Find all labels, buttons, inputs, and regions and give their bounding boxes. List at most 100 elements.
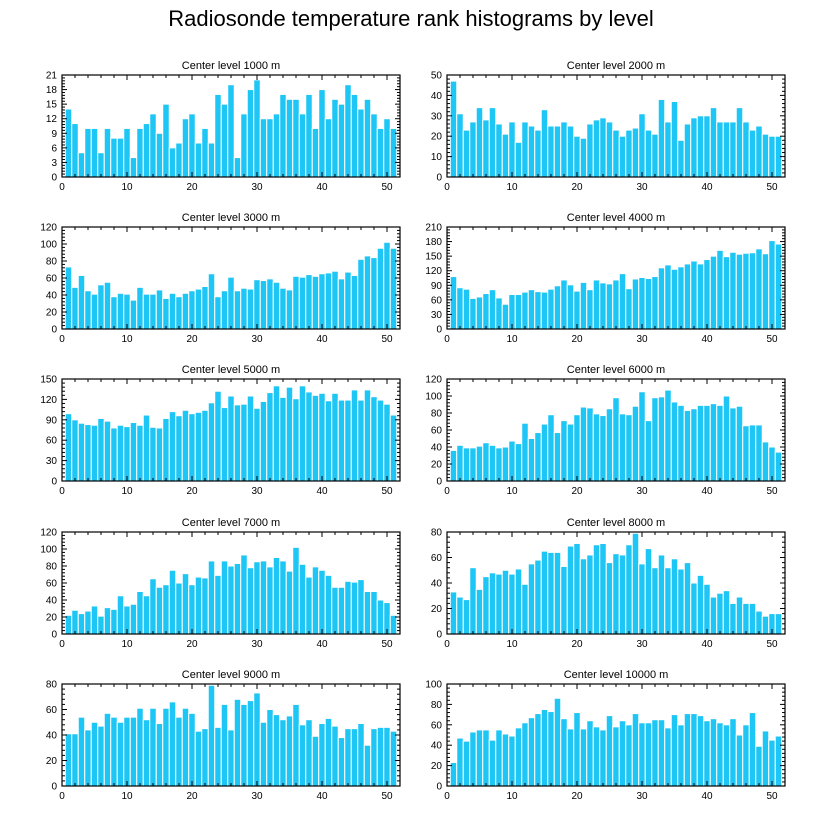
x-tick-label: 10 <box>121 182 133 193</box>
histogram-bar <box>547 288 555 330</box>
histogram-bar <box>631 278 640 330</box>
histogram-bar <box>553 125 562 178</box>
y-tick-label: 120 <box>40 528 57 539</box>
histogram-bar <box>331 98 339 178</box>
histogram-bar <box>722 121 731 178</box>
y-tick-label: 100 <box>40 545 57 556</box>
histogram-bar <box>605 121 614 178</box>
y-tick-label: 60 <box>431 295 443 306</box>
histogram-bar <box>227 729 235 787</box>
histogram-bar <box>651 397 659 482</box>
histogram-bar <box>344 728 352 787</box>
y-tick-label: 60 <box>431 720 443 731</box>
histogram-bar <box>168 701 177 787</box>
y-tick-label: 30 <box>431 310 443 321</box>
panel-title: Center level 2000 m <box>567 60 665 72</box>
histogram-bar <box>240 287 248 330</box>
histogram-bar <box>677 404 685 482</box>
histogram-bar <box>305 391 313 482</box>
histogram-panel: Center level 9000 m 0 10 20 30 40 50 0 20 40 60 80 <box>46 669 401 802</box>
y-tick-label: 20 <box>431 460 443 471</box>
histogram-bar <box>475 445 484 482</box>
histogram-bar <box>149 426 157 482</box>
histogram-bar <box>77 422 86 482</box>
histogram-bar <box>605 562 614 635</box>
x-tick-label: 10 <box>121 639 133 650</box>
histogram-bar <box>488 107 497 178</box>
x-tick-label: 50 <box>381 639 393 650</box>
histogram-bar <box>644 129 653 178</box>
histogram-bar <box>129 603 138 635</box>
histogram-bar <box>677 724 685 787</box>
histogram-bar <box>84 290 92 330</box>
histogram-bar <box>521 722 529 787</box>
histogram-bar <box>670 401 679 482</box>
histogram-bar <box>456 444 464 482</box>
histogram-bar <box>612 726 620 787</box>
histogram-bar <box>735 253 744 330</box>
histogram-bar <box>644 420 653 482</box>
x-tick-label: 40 <box>316 639 328 650</box>
histogram-bar <box>586 554 594 635</box>
histogram-bar <box>696 715 705 787</box>
histogram-bar <box>162 707 170 787</box>
histogram-bar <box>337 278 346 330</box>
histogram-bar <box>110 427 118 482</box>
histogram-bar <box>722 256 731 330</box>
histogram-bar <box>761 253 770 330</box>
histogram-bar <box>761 615 770 635</box>
histogram-bar <box>357 723 365 787</box>
histogram-bar <box>716 722 724 787</box>
histogram-bar <box>116 595 125 635</box>
histogram-bar <box>357 399 365 482</box>
histogram-bar <box>136 286 144 330</box>
y-tick-label: 120 <box>425 266 442 277</box>
histogram-bar <box>755 125 763 178</box>
histogram-bar <box>521 583 529 635</box>
histogram-bar <box>729 121 737 178</box>
histogram-bar <box>220 560 229 635</box>
histogram-bar <box>553 285 562 330</box>
histogram-panel: Center level 8000 m 0 10 20 30 40 50 0 20 40 60 80 <box>431 517 786 650</box>
histogram-bar <box>534 129 542 178</box>
histogram-bar <box>64 733 73 787</box>
histogram-bar <box>683 263 692 330</box>
x-tick-label: 10 <box>506 791 518 802</box>
x-tick-label: 40 <box>701 334 713 345</box>
histogram-bar <box>142 595 151 635</box>
histogram-bar <box>292 546 300 635</box>
histogram-bar <box>162 103 170 178</box>
histogram-bar <box>631 713 640 787</box>
y-tick-label: 100 <box>425 392 442 403</box>
histogram-bar <box>136 127 144 178</box>
y-tick-label: 20 <box>46 756 58 767</box>
histogram-bar <box>475 729 484 787</box>
x-tick-label: 0 <box>59 182 65 193</box>
histogram-bar <box>690 408 698 482</box>
histogram-bar <box>279 719 287 787</box>
y-tick-label: 100 <box>40 240 57 251</box>
histogram-bar <box>253 79 261 178</box>
histogram-bar <box>735 405 744 482</box>
histogram-bar <box>337 103 346 178</box>
histogram-bar <box>547 414 555 482</box>
y-tick-label: 210 <box>425 223 442 234</box>
y-tick-label: 80 <box>431 528 443 539</box>
histogram-bar <box>324 272 333 330</box>
histogram-bar <box>324 717 333 787</box>
histogram-bar <box>77 152 86 178</box>
x-tick-label: 20 <box>571 791 583 802</box>
histogram-bar <box>631 532 640 635</box>
histogram-bar <box>573 712 581 787</box>
x-tick-label: 50 <box>766 486 778 497</box>
histogram-bar <box>534 559 542 635</box>
histogram-bar <box>64 266 73 330</box>
histogram-bar <box>573 135 581 178</box>
x-tick-label: 30 <box>251 182 263 193</box>
y-tick-label: 80 <box>46 257 58 268</box>
histogram-bar <box>514 294 523 330</box>
histogram-bar <box>514 568 523 635</box>
histogram-bar <box>298 385 307 482</box>
histogram-bar <box>129 422 138 482</box>
histogram-bar <box>612 397 620 482</box>
